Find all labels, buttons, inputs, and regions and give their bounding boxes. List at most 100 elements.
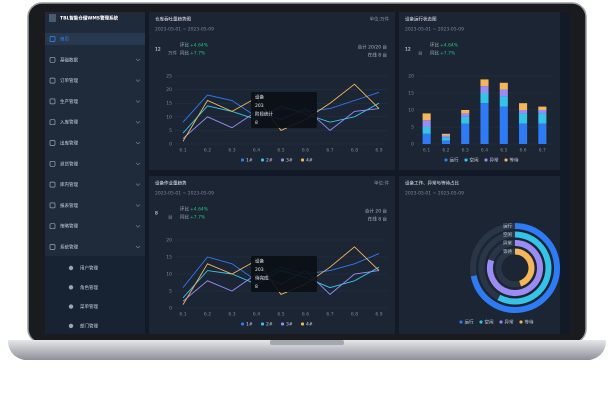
tooltip-text: 待完成 [255, 275, 269, 282]
submenu-item[interactable]: 用户管理 [80, 265, 98, 272]
y-tick-label: 25 [166, 74, 172, 80]
legend-swatch [484, 158, 488, 162]
menu-item[interactable]: 退货管理 [60, 160, 78, 167]
menu-item[interactable]: 基础数据 [60, 56, 78, 63]
bar-segment [499, 106, 508, 144]
stat-value: +7.7% [190, 51, 206, 57]
unit-note: 单位:万件 [369, 16, 389, 23]
big-unit: 万件 [168, 50, 177, 57]
menu-item[interactable]: 库内管理 [60, 181, 78, 188]
tooltip-text: 203 [255, 267, 264, 273]
bar-segment [538, 113, 547, 124]
submenu-icon [68, 304, 74, 309]
x-tick-label: 6.8 [351, 148, 358, 154]
bar-segment [461, 123, 470, 144]
x-tick-label: 6.6 [519, 148, 526, 154]
x-tick-label: 6.2 [204, 148, 211, 154]
x-tick-label: 6.1 [179, 312, 186, 318]
y-tick-label: 15 [408, 91, 414, 97]
menu-icon [49, 181, 56, 188]
ring-label: 等待 [503, 248, 512, 255]
tooltip-text: 8 [255, 284, 258, 290]
y-tick-label: 5 [169, 289, 172, 295]
bar-segment [499, 89, 508, 97]
submenu-bg [45, 256, 145, 334]
menu-item[interactable]: 报表管理 [60, 202, 78, 209]
y-tick-label: 0 [169, 142, 172, 148]
menu-item[interactable]: 首页 [60, 36, 69, 43]
menu-item[interactable]: 订单管理 [60, 77, 78, 84]
tooltip-text: 203 [255, 103, 264, 109]
bar-segment [538, 123, 547, 144]
panel [149, 176, 395, 334]
tooltip-text: 8 [255, 120, 258, 126]
legend-label: 2# [266, 322, 273, 328]
tooltip [251, 256, 317, 292]
series-line [182, 246, 380, 305]
legend-label: 异常 [505, 319, 514, 326]
y-tick-label: 15 [166, 255, 172, 261]
stat-label: 同比 [430, 50, 439, 57]
legend-swatch [261, 158, 264, 162]
big-unit: 台 [418, 50, 423, 57]
date-range: 2023-05-01 ~ 2023-05-09 [405, 191, 464, 197]
chevron [135, 141, 141, 145]
legend-swatch [281, 158, 284, 162]
submenu-item[interactable]: 角色管理 [80, 284, 98, 291]
laptop-base [8, 340, 606, 360]
legend-label: 运行 [450, 157, 459, 164]
bar-segment [461, 110, 470, 114]
menu-item[interactable]: 生产管理 [60, 98, 78, 105]
submenu-icon [68, 323, 74, 329]
panel-title: 设备工作、异常与等待占比 [405, 180, 459, 187]
bar-segment [422, 127, 431, 134]
bar-segment [480, 79, 489, 87]
panel [149, 12, 395, 170]
submenu-item[interactable]: 部门管理 [80, 322, 98, 329]
chevron [135, 183, 141, 187]
legend-label: 异常 [490, 157, 499, 164]
legend-swatch [459, 320, 463, 324]
bar-segment [519, 123, 528, 144]
menu-icon [49, 77, 56, 84]
chevron [135, 79, 141, 83]
menu-item[interactable]: 策略管理 [60, 223, 78, 230]
submenu-icon [68, 265, 74, 271]
menu-active-bg [45, 33, 145, 45]
legend-swatch [261, 322, 264, 326]
big-unit: 台 [168, 214, 173, 221]
menu-item[interactable]: 系统管理 [60, 244, 78, 251]
extra-stat: 合计 20 台 [365, 208, 388, 215]
menu-item[interactable]: 出库管理 [60, 140, 78, 147]
y-tick-label: 0 [411, 142, 414, 148]
panel [399, 12, 560, 170]
bar-segment [441, 133, 450, 136]
bar-segment [441, 137, 450, 141]
ring-label: 空闲 [503, 231, 512, 238]
submenu-item[interactable]: 菜单管理 [80, 303, 98, 310]
bar-segment [538, 110, 547, 114]
extra-stat: 在线 8 台 [368, 52, 388, 59]
x-tick-label: 6.3 [462, 148, 469, 154]
legend-swatch [241, 322, 244, 326]
bar-segment [422, 120, 431, 127]
menu-icon [49, 160, 56, 167]
bar-segment [422, 133, 431, 144]
y-tick-label: 10 [408, 108, 414, 114]
big-number: 12 [405, 47, 411, 53]
chevron [135, 100, 141, 103]
legend-swatch [444, 158, 448, 162]
legend-label: 2# [266, 158, 273, 164]
legend-swatch [504, 158, 508, 162]
y-tick-label: 5 [169, 128, 172, 134]
x-tick-label: 6.5 [500, 148, 507, 154]
legend-swatch [241, 158, 244, 162]
panel-title: 设备运行状态图 [405, 16, 437, 23]
bar-segment [480, 103, 489, 144]
legend-label: 等待 [525, 319, 534, 326]
tooltip [251, 92, 317, 128]
menu-icon [49, 244, 56, 250]
menu-item[interactable]: 入库管理 [60, 119, 78, 126]
legend-label: 1# [246, 158, 253, 164]
